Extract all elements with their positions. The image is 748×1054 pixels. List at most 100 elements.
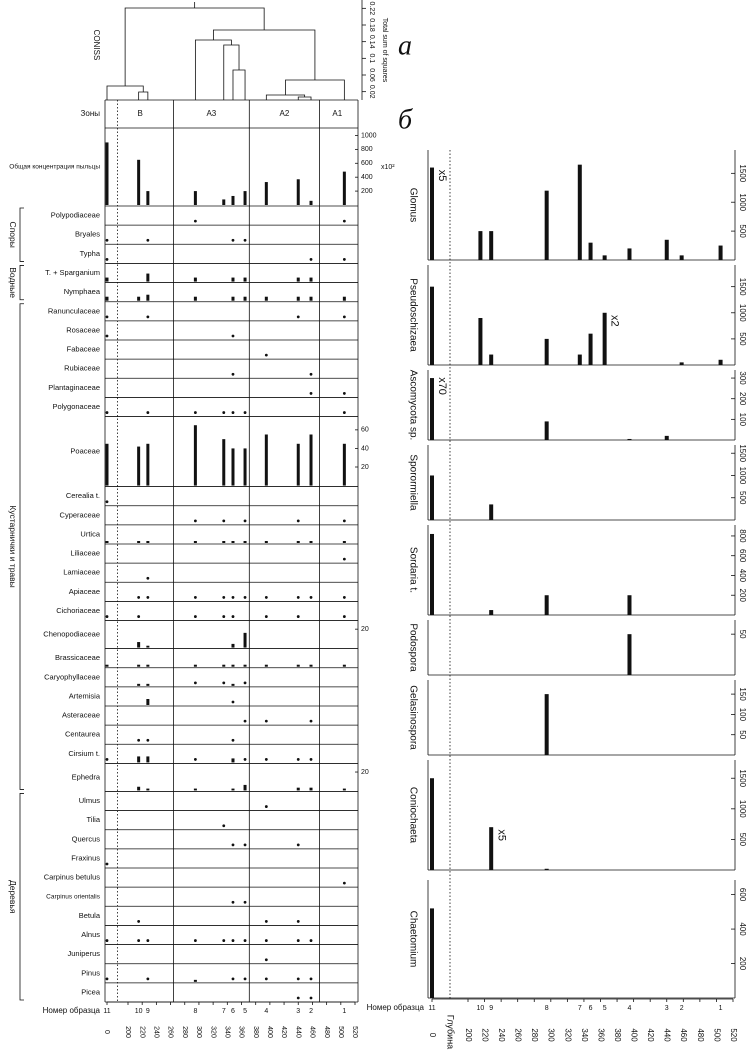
bar — [105, 541, 109, 543]
bar — [243, 632, 247, 648]
presence-dot — [243, 843, 247, 847]
bar — [430, 475, 434, 520]
taxon-label: Carpinus orientalis — [46, 893, 101, 900]
presence-dot — [264, 939, 268, 942]
row-unit: x10² — [381, 164, 395, 171]
value-tick-label: 600 — [738, 888, 747, 902]
bar — [309, 434, 313, 486]
presence-dot — [105, 500, 109, 504]
presence-dot — [146, 238, 150, 242]
taxon-label: Polygonaceae — [52, 402, 100, 411]
presence-dot — [146, 977, 150, 981]
presence-dot — [193, 596, 197, 599]
panel-label: а — [398, 30, 412, 61]
depth-tick-label: 200 — [464, 1028, 473, 1042]
depth-tick-label: 400 — [266, 1026, 273, 1038]
bar — [342, 664, 346, 667]
coniss-title: CONISS — [92, 30, 101, 61]
depth-tick-label: 240 — [497, 1028, 506, 1042]
sample-label: 8 — [545, 1005, 549, 1012]
presence-dot — [105, 758, 109, 761]
coniss-tick-label: 0.22 — [368, 2, 375, 16]
bar — [137, 159, 141, 205]
taxon-label: Lamiaceae — [63, 568, 100, 577]
panel-label: б — [398, 104, 413, 135]
depth-tick-label: 280 — [181, 1026, 188, 1038]
presence-dot — [146, 596, 150, 599]
bar — [544, 190, 549, 260]
bar — [243, 277, 247, 282]
bar — [231, 296, 235, 301]
value-tick-label: 1500 — [738, 769, 747, 787]
taxon-label: Общая концентрация пыльцы — [9, 163, 100, 171]
presence-dot — [243, 596, 247, 599]
sample-label: 4 — [628, 1005, 632, 1012]
depth-tick-label: 280 — [530, 1028, 539, 1042]
taxon-label: Gelasinospora — [407, 685, 418, 750]
value-tick-label: 500 — [738, 332, 747, 346]
zone-label: А3 — [206, 109, 216, 118]
presence-dot — [309, 596, 313, 599]
row-tick-label: 40 — [361, 445, 369, 452]
depth-tick-label: 340 — [223, 1026, 230, 1038]
bar — [342, 296, 346, 301]
presence-dot — [231, 700, 235, 704]
sample-axis-title: Номер образца — [367, 1003, 425, 1012]
presence-dot — [296, 596, 300, 599]
bar — [489, 354, 494, 365]
row-tick-label: 400 — [361, 174, 373, 181]
sample-label: 6 — [589, 1005, 593, 1012]
bar — [309, 296, 313, 301]
bar — [342, 443, 346, 486]
bar — [718, 359, 723, 365]
presence-dot — [264, 353, 268, 357]
value-tick-label: 500 — [738, 833, 747, 847]
bar — [231, 683, 235, 686]
taxon-label: Bryales — [75, 230, 100, 239]
bar — [430, 908, 434, 998]
depth-tick-label: 460 — [679, 1028, 688, 1042]
presence-dot — [105, 939, 109, 942]
depth-tick-label: 480 — [696, 1028, 705, 1042]
taxon-label: Rubiaceae — [64, 364, 100, 373]
sample-label: 8 — [193, 1008, 197, 1015]
bar — [137, 541, 141, 543]
bar — [105, 664, 109, 667]
row-tick-label: 20 — [361, 769, 369, 776]
sample-label: 9 — [489, 1005, 493, 1012]
bar — [146, 645, 150, 648]
row-tick-label: 60 — [361, 427, 369, 434]
bar — [193, 541, 197, 543]
bar — [105, 443, 109, 486]
row-tick-label: 600 — [361, 160, 373, 167]
bar — [577, 164, 582, 260]
row-tick-label: 1000 — [361, 132, 377, 139]
depth-tick-label: 300 — [195, 1026, 202, 1038]
presence-dot — [243, 519, 247, 523]
bar — [342, 541, 346, 543]
group-label: Споры — [8, 222, 18, 248]
bar — [146, 443, 150, 486]
presence-dot — [231, 334, 235, 338]
presence-dot — [137, 596, 141, 599]
presence-dot — [342, 219, 346, 223]
bar — [146, 541, 150, 543]
value-tick-label: 400 — [738, 569, 747, 583]
presence-dot — [309, 758, 313, 761]
presence-dot — [309, 977, 313, 981]
depth-tick-label: 380 — [613, 1028, 622, 1042]
depth-tick-label: 300 — [547, 1028, 556, 1042]
bar — [243, 664, 247, 667]
bar — [137, 786, 141, 791]
zone-label: А2 — [280, 109, 290, 118]
sample-label: 1 — [342, 1008, 346, 1015]
depth-tick-label: 260 — [514, 1028, 523, 1042]
bar — [146, 756, 150, 763]
bar — [342, 171, 346, 205]
presence-dot — [296, 758, 300, 761]
taxon-label: Sordaria t. — [407, 547, 418, 593]
bar — [309, 277, 313, 282]
sample-label: 7 — [222, 1008, 226, 1015]
bar — [146, 294, 150, 301]
bar — [489, 231, 494, 260]
